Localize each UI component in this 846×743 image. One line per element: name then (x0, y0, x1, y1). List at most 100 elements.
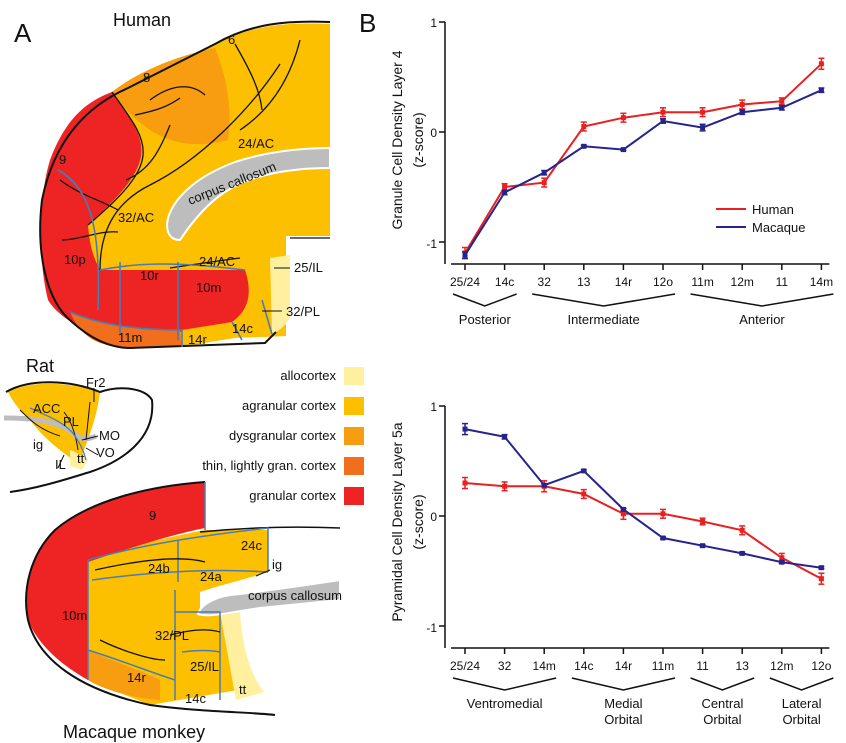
chart2-point-human (818, 576, 824, 582)
chart2-point-human (502, 483, 508, 489)
legend-swatch-thin-lightly-granular (344, 457, 364, 475)
human-label-25il: 25/IL (294, 260, 323, 275)
macaque-label-10m: 10m (62, 608, 87, 623)
chart2-group-label: Medial (604, 696, 642, 711)
macaque-granular-region (26, 482, 205, 680)
chart2-point-macaque (541, 482, 547, 488)
chart2-point-macaque (779, 559, 785, 565)
macaque-allocortex (220, 612, 264, 700)
macaque-blue-boundaries (87, 482, 269, 700)
human-label-24ac-low: 24/AC (199, 254, 235, 269)
panel-letter-a: A (14, 18, 32, 48)
cortex-legend: allocortex agranular cortex dysgranular … (202, 367, 364, 505)
chart1-axes (439, 21, 830, 265)
chart2-point-human (739, 527, 745, 533)
chart2-group-bracket (690, 677, 755, 691)
chart2-axes (439, 405, 830, 649)
macaque-label-14r: 14r (127, 670, 146, 685)
chart2-point-human (779, 555, 785, 561)
legend-label-human: Human (752, 202, 794, 217)
chart2-x-tick-label: 14r (615, 659, 632, 673)
rat-outline (5, 381, 154, 493)
chart2-x-tick-label: 14m (533, 659, 556, 673)
human-label-14c: 14c (232, 321, 253, 336)
macaque-outline (25, 481, 276, 716)
chart1-legend: Human Macaque (716, 202, 805, 235)
chart1-group-label: Anterior (739, 312, 785, 327)
human-label-24ac: 24/AC (238, 136, 274, 151)
pyramidal-density-chart: Pyramidal Cell Density Layer 5a (z-score… (389, 400, 834, 727)
human-label-32ac: 32/AC (118, 210, 154, 225)
human-area-8 (112, 48, 230, 145)
macaque-label-24c: 24c (241, 538, 262, 553)
chart1-point-macaque (541, 170, 547, 176)
legend-swatch-agranular (344, 397, 364, 415)
chart2-point-human (462, 480, 468, 486)
chart1-point-human (581, 124, 587, 129)
chart2-x-tick-label: 12o (811, 659, 831, 673)
macaque-dysgranular-14r (88, 650, 160, 700)
human-orbital-agranular (182, 300, 272, 347)
chart1-line-macaque (464, 89, 822, 256)
chart1-ylabel: Granule Cell Density Layer 4 (389, 50, 405, 229)
chart2-group-bracket (452, 677, 557, 691)
legend-label-thin-lightly-granular: thin, lightly gran. cortex (202, 458, 336, 473)
rat-inner-lines (19, 401, 99, 469)
chart1-ytick-0: 0 (430, 126, 437, 140)
chart1-point-human (700, 109, 706, 115)
chart2-line-human (464, 482, 822, 580)
chart2-point-human (700, 519, 706, 524)
human-label-9: 9 (59, 152, 66, 167)
chart1-group-label: Intermediate (567, 312, 639, 327)
human-label-6: 6 (228, 32, 235, 47)
macaque-black-sulci (94, 558, 221, 661)
chart2-point-macaque (462, 426, 468, 432)
panel-letter-b: B (359, 8, 376, 38)
chart1-group-bracket (452, 293, 517, 307)
human-label-8: 8 (143, 70, 150, 85)
rat-label-acc: ACC (33, 401, 60, 416)
chart1-group-bracket (532, 293, 676, 307)
rat-allocortex-fill (70, 450, 88, 470)
macaque-label-25il: 25/IL (190, 659, 219, 674)
legend-label-granular: granular cortex (249, 488, 336, 503)
chart1-point-human (739, 102, 745, 107)
rat-blue-lines (29, 407, 87, 461)
human-label-32pl: 32/PL (286, 304, 320, 319)
rat-label-mo: MO (99, 428, 120, 443)
chart1-x-tick-label: 14m (810, 275, 833, 289)
chart1-point-macaque (620, 147, 626, 153)
chart1-point-human (779, 98, 785, 104)
human-title: Human (113, 10, 171, 30)
chart1-point-macaque (818, 87, 824, 93)
chart2-x-tick-label: 13 (736, 659, 750, 673)
macaque-label-14c: 14c (185, 691, 206, 706)
chart1-point-human (502, 184, 508, 190)
chart1-point-macaque (502, 190, 508, 195)
chart1-group-bracket (690, 293, 834, 307)
chart1-point-macaque (700, 125, 706, 131)
chart2-ylabel-unit: (z-score) (410, 494, 426, 549)
chart1-ytick-neg1: -1 (426, 237, 437, 251)
chart2-x-tick-label: 32 (498, 659, 512, 673)
chart2-group-label: Lateral (782, 696, 822, 711)
legend-swatch-allocortex (344, 367, 364, 385)
chart1-point-macaque (739, 109, 745, 115)
chart2-ylabel: Pyramidal Cell Density Layer 5a (389, 422, 405, 621)
rat-label-ig: ig (33, 437, 43, 452)
chart1-x-tick-label: 12m (731, 275, 754, 289)
chart2-x-tick-label: 25/24 (450, 659, 480, 673)
macaque-corpus-callosum (196, 578, 341, 617)
human-inner-boundary (59, 39, 330, 271)
chart2-point-macaque (660, 535, 666, 541)
human-corpus-callosum (166, 146, 331, 242)
macaque-label-ig: ig (272, 557, 282, 572)
macaque-label-corpus-callosum: corpus callosum (248, 588, 342, 603)
chart2-group-label-line2: Orbital (703, 712, 741, 727)
human-blue-boundaries (57, 169, 273, 347)
human-outline (39, 20, 331, 350)
chart1-point-human (660, 109, 666, 115)
chart2-point-macaque (581, 468, 587, 474)
chart1-x-tick-label: 13 (577, 275, 591, 289)
